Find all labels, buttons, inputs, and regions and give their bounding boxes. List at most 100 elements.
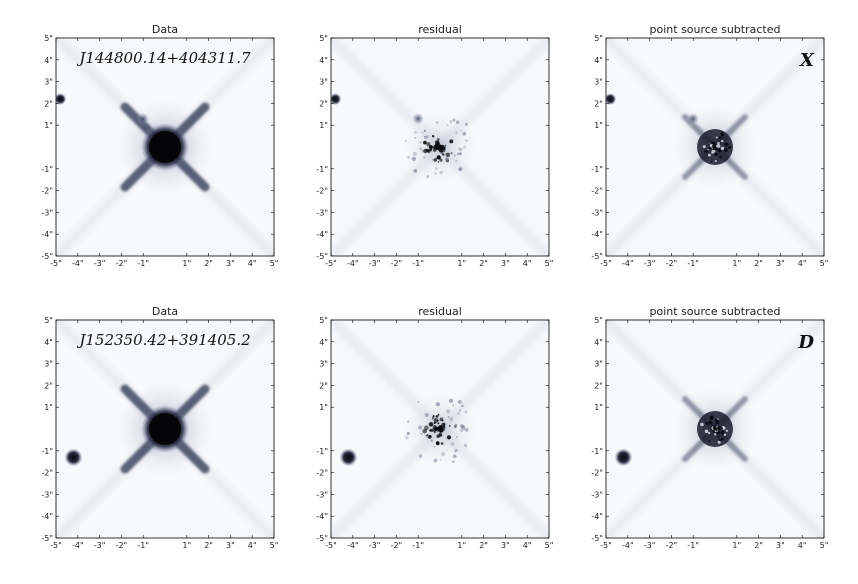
y-tick-label: 2" bbox=[319, 381, 328, 390]
x-tick-label: -3" bbox=[369, 541, 381, 550]
panel-2-subtracted: point source subtracted -5" -4" -3" -2" -1" 1"… bbox=[591, 305, 828, 550]
x-tick-label: -2" bbox=[116, 259, 128, 268]
panel-frame bbox=[330, 37, 550, 257]
x-tick-label: 4" bbox=[248, 259, 257, 268]
y-tick-label: 2" bbox=[44, 381, 53, 390]
x-tick-label: 3" bbox=[776, 541, 785, 550]
x-tick-label: -2" bbox=[391, 541, 403, 550]
y-tick-label: 3" bbox=[319, 360, 328, 369]
y-tick-label: -1" bbox=[591, 447, 603, 456]
companion-source bbox=[606, 93, 617, 106]
x-tick-label: 4" bbox=[248, 541, 257, 550]
y-tick-label: 3" bbox=[594, 360, 603, 369]
x-tick-label: 4" bbox=[523, 541, 532, 550]
x-tick-label: -4" bbox=[72, 541, 84, 550]
x-tick-label: 1" bbox=[732, 259, 741, 268]
y-tick-label: 5" bbox=[44, 316, 53, 325]
x-tick-label: 2" bbox=[754, 259, 763, 268]
x-tick-label: -4" bbox=[72, 259, 84, 268]
y-tick-label: -1" bbox=[316, 165, 328, 174]
x-tick-label: -5" bbox=[50, 259, 62, 268]
object-name: J152350.42+391405.2 bbox=[76, 331, 250, 349]
panel-title: Data bbox=[152, 23, 178, 36]
x-tick-label: -1" bbox=[412, 259, 424, 268]
panel-title: Data bbox=[152, 305, 178, 318]
y-tick-label: 1" bbox=[594, 121, 603, 130]
x-tick-label: 1" bbox=[732, 541, 741, 550]
companion-source bbox=[56, 93, 67, 106]
panel-1-residual: residual -5" -4" -3" -2" -1" 1" 2" 3" 4" 5" 5" 4" 3" 2… bbox=[316, 23, 553, 268]
panel-frame bbox=[605, 37, 825, 257]
y-tick-label: -3" bbox=[591, 208, 603, 217]
y-tick-label: 5" bbox=[44, 34, 53, 43]
x-tick-label: 4" bbox=[798, 541, 807, 550]
x-tick-label: -4" bbox=[622, 259, 634, 268]
y-tick-label: -1" bbox=[316, 447, 328, 456]
y-tick-label: -5" bbox=[316, 252, 328, 261]
x-tick-label: 5" bbox=[545, 541, 554, 550]
x-tick-label: 3" bbox=[226, 541, 235, 550]
y-tick-label: 4" bbox=[594, 338, 603, 347]
y-tick-label: -5" bbox=[591, 252, 603, 261]
x-tick-label: -4" bbox=[622, 541, 634, 550]
y-tick-label: 4" bbox=[319, 338, 328, 347]
x-tick-label: -1" bbox=[137, 259, 149, 268]
x-tick-label: -3" bbox=[369, 259, 381, 268]
x-tick-label: 5" bbox=[545, 259, 554, 268]
y-tick-label: -5" bbox=[41, 534, 53, 543]
y-tick-label: 2" bbox=[319, 99, 328, 108]
x-tick-label: 2" bbox=[204, 259, 213, 268]
x-tick-label: 1" bbox=[457, 541, 466, 550]
image-content bbox=[331, 320, 549, 538]
panel-frame bbox=[55, 37, 275, 257]
panel-frame bbox=[55, 319, 275, 539]
x-tick-label: -1" bbox=[137, 541, 149, 550]
x-tick-label: 3" bbox=[226, 259, 235, 268]
panel-1-subtracted: point source subtracted -5" -4" -3" -2" -1" 1"… bbox=[591, 23, 828, 268]
x-tick-label: 3" bbox=[501, 541, 510, 550]
panel-frame bbox=[330, 319, 550, 539]
y-tick-label: -4" bbox=[591, 230, 603, 239]
y-tick-label: 4" bbox=[44, 338, 53, 347]
x-tick-label: 2" bbox=[479, 541, 488, 550]
x-tick-label: 5" bbox=[270, 259, 279, 268]
x-tick-label: 1" bbox=[457, 259, 466, 268]
y-tick-label: 1" bbox=[44, 403, 53, 412]
y-tick-label: 1" bbox=[594, 403, 603, 412]
panel-frame bbox=[605, 319, 825, 539]
y-tick-label: -3" bbox=[316, 208, 328, 217]
y-tick-label: -1" bbox=[591, 165, 603, 174]
y-tick-label: -4" bbox=[591, 512, 603, 521]
y-tick-label: -2" bbox=[316, 469, 328, 478]
x-tick-label: 2" bbox=[204, 541, 213, 550]
x-tick-label: -4" bbox=[347, 259, 359, 268]
x-tick-label: -3" bbox=[94, 541, 106, 550]
y-tick-label: -1" bbox=[41, 165, 53, 174]
x-tick-label: 3" bbox=[776, 259, 785, 268]
secondary-source bbox=[137, 112, 150, 125]
image-content bbox=[331, 38, 549, 256]
x-tick-label: 2" bbox=[754, 541, 763, 550]
y-tick-label: 2" bbox=[594, 381, 603, 390]
y-tick-label: 5" bbox=[594, 34, 603, 43]
x-tick-label: -4" bbox=[347, 541, 359, 550]
y-tick-label: -4" bbox=[41, 230, 53, 239]
y-tick-label: 4" bbox=[594, 56, 603, 65]
x-tick-label: 4" bbox=[523, 259, 532, 268]
y-tick-label: -2" bbox=[41, 469, 53, 478]
panel-title: residual bbox=[418, 305, 462, 318]
x-tick-label: 5" bbox=[820, 541, 829, 550]
panel-title: residual bbox=[418, 23, 462, 36]
object-name: J144800.14+404311.7 bbox=[76, 49, 251, 67]
panel-label: D bbox=[797, 332, 814, 353]
image-content bbox=[56, 320, 274, 538]
y-tick-label: -5" bbox=[591, 534, 603, 543]
x-tick-label: -1" bbox=[687, 541, 699, 550]
x-tick-label: -2" bbox=[391, 259, 403, 268]
x-tick-label: 5" bbox=[820, 259, 829, 268]
y-tick-label: -2" bbox=[591, 469, 603, 478]
y-tick-label: -4" bbox=[316, 230, 328, 239]
image-content bbox=[606, 320, 824, 538]
x-tick-label: 1" bbox=[182, 541, 191, 550]
